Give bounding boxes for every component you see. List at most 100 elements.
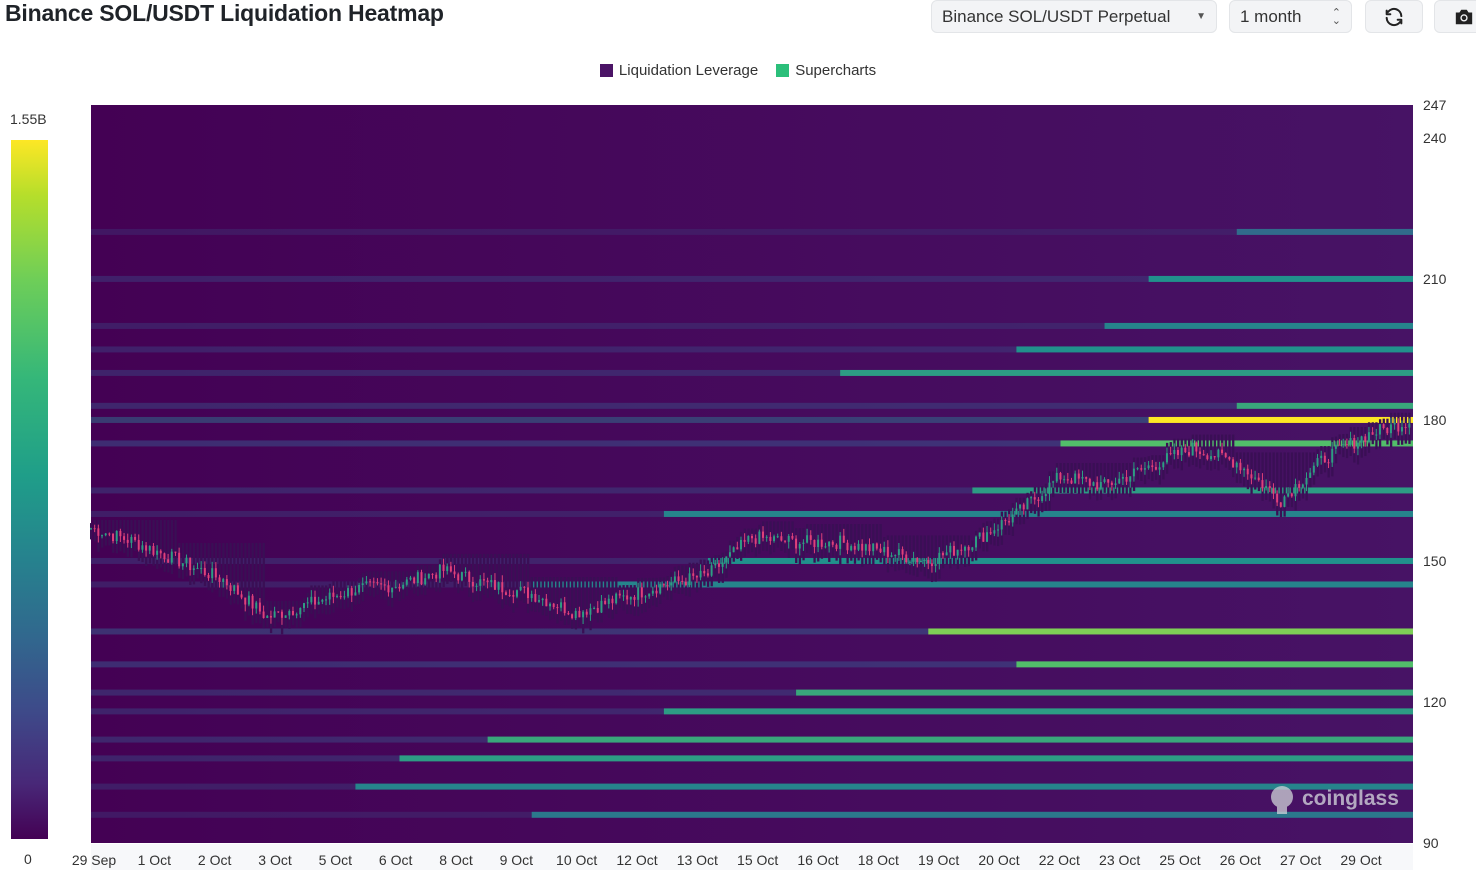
cleared-zone-slice <box>578 577 581 627</box>
cleared-zone-slice <box>523 553 526 603</box>
cleared-zone-slice <box>262 542 265 629</box>
candle-body <box>567 613 570 615</box>
candle-body <box>1316 458 1319 466</box>
candle-body <box>1125 476 1128 482</box>
cleared-zone-slice <box>240 542 243 609</box>
candle-body <box>681 580 684 582</box>
cleared-zone-slice <box>596 577 600 623</box>
candle-body <box>530 593 533 599</box>
refresh-button[interactable] <box>1365 0 1423 33</box>
candle-body <box>280 611 283 618</box>
candle-body <box>919 560 922 563</box>
candle-body <box>471 581 474 587</box>
candle-body <box>1327 462 1330 464</box>
y-tick-label: 90 <box>1423 835 1439 851</box>
candle-body <box>1015 508 1018 515</box>
candle-body <box>1334 444 1337 449</box>
candle-body <box>802 542 805 545</box>
time-range-select[interactable]: 1 month ⌃ ⌄ <box>1229 0 1352 33</box>
screenshot-button[interactable] <box>1434 0 1476 33</box>
cleared-zone-slice <box>1092 462 1095 496</box>
candle-body <box>358 585 361 593</box>
liquidation-band <box>663 708 1413 715</box>
candle-body <box>824 546 827 548</box>
candle-body <box>795 538 798 549</box>
candle-body <box>394 586 397 588</box>
candle-body <box>1386 427 1389 434</box>
x-axis: 29 Sep 1 Oct 2 Oct 3 Oct 5 Oct 6 Oct 8 Oct 9 Oc… <box>72 844 1413 870</box>
candle-body <box>361 583 364 586</box>
candle-body <box>486 580 489 583</box>
cleared-zone-slice <box>567 577 570 625</box>
candle-body <box>1099 482 1102 490</box>
candle-body <box>1118 478 1121 484</box>
candle-body <box>236 585 239 595</box>
cleared-zone-slice <box>1224 434 1228 468</box>
candle-body <box>695 575 698 578</box>
candle-body <box>1301 484 1304 488</box>
candle-body <box>255 602 258 609</box>
liquidation-band <box>399 755 1413 762</box>
candle-body <box>1195 442 1198 452</box>
liquidation-band <box>707 557 1413 564</box>
candle-body <box>515 590 518 597</box>
candle-body <box>493 580 496 590</box>
cleared-zone-slice <box>923 535 926 577</box>
candle-body <box>93 528 96 530</box>
candle-body <box>446 566 449 571</box>
candle-body <box>170 551 173 563</box>
candle-body <box>571 614 574 619</box>
x-tick-label: 13 Oct <box>677 852 718 868</box>
candle-body <box>523 586 526 588</box>
cleared-zone-slice <box>879 524 882 563</box>
candle-body <box>813 539 816 548</box>
cleared-zone-slice <box>1298 452 1301 501</box>
x-tick-label: 29 Sep <box>72 852 117 868</box>
candle-body <box>328 592 331 600</box>
candle-body <box>1294 484 1297 497</box>
candle-body <box>717 563 720 567</box>
cleared-zone-slice <box>284 600 287 628</box>
candle-body <box>787 535 790 542</box>
candle-body <box>1367 432 1370 443</box>
liquidation-band <box>1148 416 1413 423</box>
candle-body <box>923 560 926 562</box>
candle-body <box>743 539 746 542</box>
time-range-select-value: 1 month <box>1240 6 1302 26</box>
cleared-zone-slice <box>174 519 177 566</box>
liquidation-band-tail <box>91 487 973 494</box>
candle-body <box>1165 453 1168 463</box>
candle-body <box>163 553 166 560</box>
candle-body <box>960 549 963 551</box>
cleared-zone-slice <box>90 523 93 540</box>
liquidation-band-tail <box>91 322 1105 329</box>
candle-body <box>1254 477 1257 479</box>
candle-body <box>497 582 500 590</box>
candle-body <box>1202 454 1205 456</box>
candle-body <box>853 546 856 550</box>
candle-body <box>1345 444 1348 446</box>
exchange-pair-select[interactable]: Binance SOL/USDT Perpetual ▼ <box>931 0 1217 33</box>
candle-body <box>1349 438 1352 445</box>
candle-body <box>233 585 236 591</box>
liquidation-band <box>1016 661 1413 668</box>
candle-body <box>611 598 614 604</box>
cleared-zone-slice <box>582 577 585 634</box>
candle-body <box>618 593 621 596</box>
candle-body <box>1033 497 1036 500</box>
candle-body <box>615 593 618 604</box>
liquidation-band <box>531 581 1413 588</box>
cleared-zone-slice <box>1228 434 1231 471</box>
candle-body <box>475 585 478 587</box>
candle-body <box>688 573 691 586</box>
legend-item-supercharts[interactable]: Supercharts <box>776 62 876 79</box>
legend-item-liquidation-leverage[interactable]: Liquidation Leverage <box>599 62 758 79</box>
liquidation-band-tail <box>91 402 1237 409</box>
candle-body <box>1136 468 1139 470</box>
candle-body <box>1044 494 1047 497</box>
cleared-zone-slice <box>152 519 155 566</box>
y-tick-label: 120 <box>1423 694 1447 710</box>
cleared-zone-slice <box>916 535 919 577</box>
cleared-zone-slice <box>930 535 934 583</box>
